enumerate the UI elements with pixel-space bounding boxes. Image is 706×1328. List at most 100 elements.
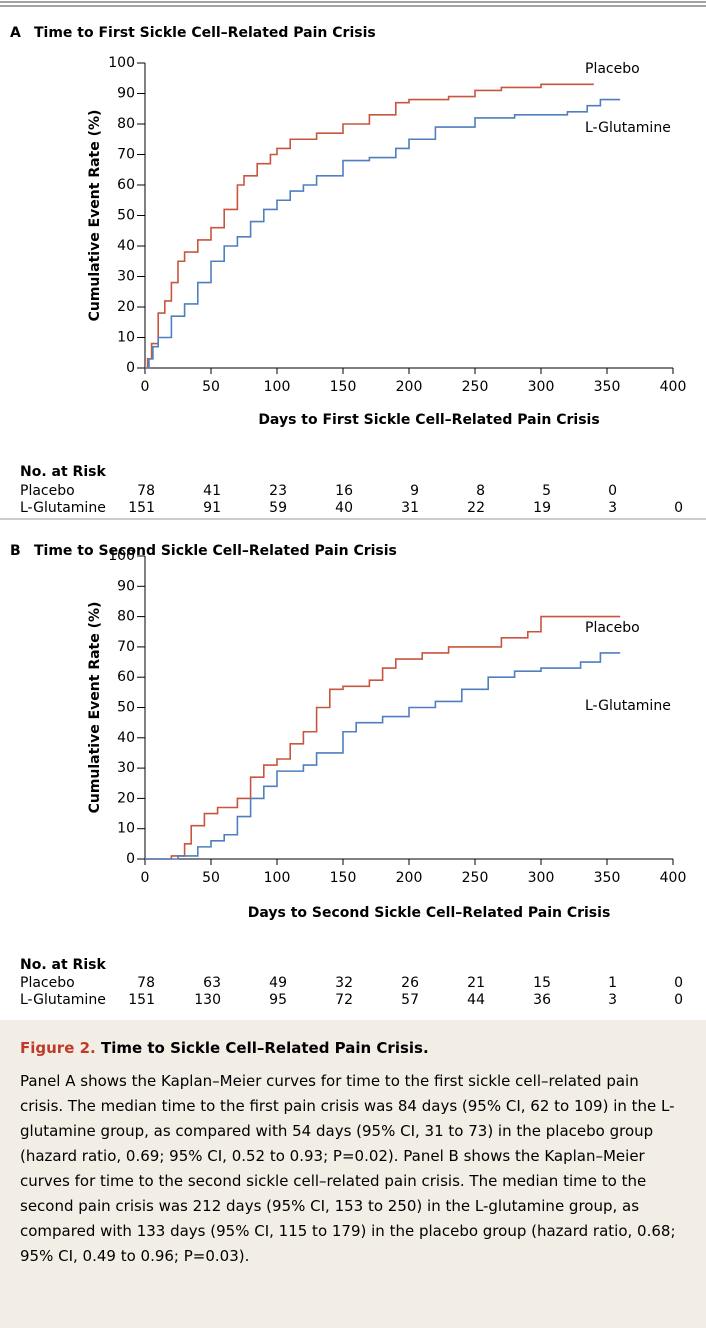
risk-count: 31 xyxy=(401,500,419,516)
chart-title: Time to Second Sickle Cell–Related Pain … xyxy=(34,543,397,559)
risk-count: 3 xyxy=(608,500,617,516)
x-tick-label: 100 xyxy=(264,379,291,395)
risk-count: 63 xyxy=(203,975,221,991)
y-tick-label: 40 xyxy=(117,730,135,746)
series-label: Placebo xyxy=(585,620,640,636)
y-tick-label: 100 xyxy=(108,548,135,564)
series-label: L-Glutamine xyxy=(585,120,671,136)
series-label: Placebo xyxy=(585,61,640,77)
x-tick-label: 250 xyxy=(462,870,489,886)
x-tick-label: 350 xyxy=(594,379,621,395)
caption: Figure 2. Time to Sickle Cell–Related Pa… xyxy=(0,1020,706,1328)
risk-count: 130 xyxy=(194,992,221,1008)
x-tick-label: 350 xyxy=(594,870,621,886)
figure: A Time to First Sickle Cell–Related Pain … xyxy=(0,1,706,1008)
x-tick-label: 300 xyxy=(528,379,555,395)
risk-count: 49 xyxy=(269,975,287,991)
y-tick-label: 80 xyxy=(117,609,135,625)
x-axis-label: Days to Second Sickle Cell–Related Pain … xyxy=(248,905,611,921)
caption-heading: Figure 2. Time to Sickle Cell–Related Pa… xyxy=(20,1036,686,1061)
x-tick-label: 100 xyxy=(264,870,291,886)
risk-count: 95 xyxy=(269,992,287,1008)
y-tick-label: 80 xyxy=(117,116,135,132)
risk-row-name: Placebo xyxy=(20,975,75,991)
risk-count: 41 xyxy=(203,483,221,499)
y-tick-label: 40 xyxy=(117,238,135,254)
y-tick-label: 90 xyxy=(117,578,135,594)
risk-row-name: L-Glutamine xyxy=(20,992,106,1008)
y-tick-label: 100 xyxy=(108,55,135,71)
risk-count: 78 xyxy=(137,975,155,991)
risk-count: 9 xyxy=(410,483,419,499)
risk-count: 22 xyxy=(467,500,485,516)
y-tick-label: 20 xyxy=(117,299,135,315)
x-tick-label: 0 xyxy=(141,870,150,886)
y-tick-label: 60 xyxy=(117,177,135,193)
x-tick-label: 400 xyxy=(660,379,687,395)
risk-table-title: No. at Risk xyxy=(20,464,106,480)
risk-count: 78 xyxy=(137,483,155,499)
risk-count: 3 xyxy=(608,992,617,1008)
y-tick-label: 50 xyxy=(117,700,135,716)
y-axis-label: Cumulative Event Rate (%) xyxy=(87,110,103,322)
y-tick-label: 10 xyxy=(117,821,135,837)
caption-label: Figure 2. xyxy=(20,1039,96,1057)
risk-table-title: No. at Risk xyxy=(20,957,106,973)
caption-title: Time to Sickle Cell–Related Pain Crisis. xyxy=(100,1039,429,1057)
risk-count: 19 xyxy=(533,500,551,516)
risk-row-name: L-Glutamine xyxy=(20,500,106,516)
risk-count: 15 xyxy=(533,975,551,991)
y-tick-label: 50 xyxy=(117,208,135,224)
y-tick-label: 60 xyxy=(117,669,135,685)
risk-count: 151 xyxy=(128,992,155,1008)
risk-count: 40 xyxy=(335,500,353,516)
y-tick-label: 0 xyxy=(126,851,135,867)
x-tick-label: 200 xyxy=(396,379,423,395)
risk-count: 1 xyxy=(608,975,617,991)
y-tick-label: 30 xyxy=(117,269,135,285)
risk-count: 0 xyxy=(674,500,683,516)
risk-count: 5 xyxy=(542,483,551,499)
chart-title: Time to First Sickle Cell–Related Pain C… xyxy=(34,25,376,41)
y-tick-label: 20 xyxy=(117,790,135,806)
risk-count: 32 xyxy=(335,975,353,991)
x-tick-label: 0 xyxy=(141,379,150,395)
risk-count: 44 xyxy=(467,992,485,1008)
x-tick-label: 300 xyxy=(528,870,555,886)
y-tick-label: 70 xyxy=(117,639,135,655)
risk-count: 21 xyxy=(467,975,485,991)
risk-count: 36 xyxy=(533,992,551,1008)
risk-count: 59 xyxy=(269,500,287,516)
risk-count: 151 xyxy=(128,500,155,516)
risk-count: 91 xyxy=(203,500,221,516)
km-curve xyxy=(145,652,621,860)
y-tick-label: 0 xyxy=(126,360,135,376)
x-tick-label: 150 xyxy=(330,379,357,395)
risk-count: 26 xyxy=(401,975,419,991)
risk-count: 0 xyxy=(674,975,683,991)
risk-row-name: Placebo xyxy=(20,483,75,499)
risk-count: 8 xyxy=(476,483,485,499)
panel-letter: B xyxy=(10,543,21,559)
y-tick-label: 30 xyxy=(117,760,135,776)
y-tick-label: 10 xyxy=(117,330,135,346)
caption-text: Panel A shows the Kaplan–Meier curves fo… xyxy=(20,1072,676,1265)
x-tick-label: 250 xyxy=(462,379,489,395)
risk-count: 72 xyxy=(335,992,353,1008)
y-tick-label: 90 xyxy=(117,86,135,102)
y-axis-label: Cumulative Event Rate (%) xyxy=(87,602,103,814)
km-curve xyxy=(145,83,594,369)
risk-count: 0 xyxy=(674,992,683,1008)
risk-count: 23 xyxy=(269,483,287,499)
risk-count: 16 xyxy=(335,483,353,499)
x-tick-label: 50 xyxy=(202,870,220,886)
x-tick-label: 200 xyxy=(396,870,423,886)
x-tick-label: 50 xyxy=(202,379,220,395)
risk-count: 0 xyxy=(608,483,617,499)
series-label: L-Glutamine xyxy=(585,698,671,714)
risk-count: 57 xyxy=(401,992,419,1008)
km-curve xyxy=(145,615,621,860)
km-curve xyxy=(145,98,621,369)
x-axis-label: Days to First Sickle Cell–Related Pain C… xyxy=(258,412,599,428)
